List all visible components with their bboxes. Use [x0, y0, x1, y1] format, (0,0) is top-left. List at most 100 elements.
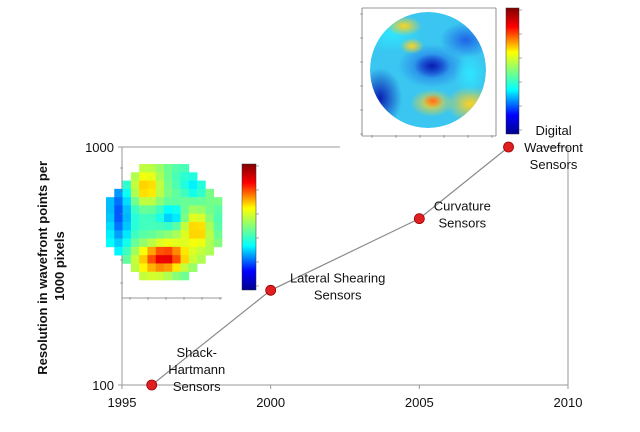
wavefront-pixel [188, 180, 198, 190]
wavefront-pixel [106, 222, 115, 231]
wavefront-pixel [130, 197, 140, 206]
wavefront-pixel [155, 213, 165, 223]
wavefront-pixel [147, 197, 157, 206]
wavefront-pixel [172, 222, 181, 231]
wavefront-pixel [155, 271, 165, 281]
wavefront-pixel [106, 230, 115, 239]
wavefront-pixel [130, 230, 140, 239]
wavefront-pixel [147, 238, 157, 248]
point-annotation: Curvature Sensors [434, 199, 491, 231]
wavefront-pixel [139, 271, 148, 281]
wavefront-pixel [197, 246, 206, 256]
x-tick-label: 2010 [554, 395, 583, 410]
wavefront-pixel [188, 197, 198, 206]
wavefront-pixel [164, 213, 173, 223]
wavefront-pixel [164, 205, 173, 215]
wavefront-pixel [106, 238, 115, 248]
wavefront-pixel [172, 271, 181, 281]
wavefront-pixel [106, 213, 115, 223]
wavefront-pixel [139, 172, 148, 181]
wavefront-pixel [180, 271, 190, 281]
wavefront-pixel [172, 188, 181, 198]
wavefront-pixel [188, 230, 198, 239]
wavefront-pixel [180, 255, 190, 264]
wavefront-pixel [130, 238, 140, 248]
wavefront-pixel [197, 197, 206, 206]
wavefront-pixel [164, 271, 173, 281]
data-point [503, 141, 514, 153]
small-colorbar [241, 163, 257, 291]
wavefront-pixel [114, 238, 123, 248]
wavefront-pixel [139, 205, 148, 215]
wavefront-pixel [188, 188, 198, 198]
wavefront-pixel [114, 205, 123, 215]
low-resolution-wavefront-map [92, 160, 259, 300]
wavefront-pixel [106, 197, 115, 206]
wavefront-pixel [164, 180, 173, 190]
wavefront-pixel [197, 222, 206, 231]
wavefront-pixel [197, 180, 206, 190]
wavefront-pixel [147, 180, 157, 190]
wavefront-pixel [155, 246, 165, 256]
wavefront-pixel [155, 197, 165, 206]
wavefront-pixel [213, 205, 223, 215]
small-wavefront-pixels [106, 164, 223, 281]
wavefront-pixel [164, 172, 173, 181]
point-annotation: Lateral Shearing Sensors [290, 270, 385, 302]
wavefront-pixel [172, 197, 181, 206]
wavefront-pixel [213, 197, 223, 206]
wavefront-pixel [164, 188, 173, 198]
wavefront-pixel [130, 172, 140, 181]
wavefront-pixel [130, 205, 140, 215]
wavefront-pixel [155, 180, 165, 190]
wavefront-pixel [155, 205, 165, 215]
big-inset-ticks [360, 9, 522, 138]
wavefront-pixel [172, 180, 181, 190]
wavefront-pixel [172, 263, 181, 273]
wavefront-pixel [164, 263, 173, 273]
big-colorbar [505, 7, 520, 135]
wavefront-pixel [155, 188, 165, 198]
wavefront-pixel [139, 238, 148, 248]
wavefront-pixel [164, 246, 173, 256]
wavefront-pixel [180, 164, 190, 173]
wavefront-pixel [180, 172, 190, 181]
wavefront-pixel [180, 205, 190, 215]
wavefront-pixel [147, 205, 157, 215]
data-layer: Shack-Hartmann Sensors Lateral Shearing Sen… [146, 123, 583, 394]
wavefront-pixel [164, 255, 173, 264]
wavefront-pixel [180, 263, 190, 273]
wavefront-pixel [130, 255, 140, 264]
wavefront-pixel [180, 197, 190, 206]
wavefront-pixel [147, 263, 157, 273]
wavefront-pixel [155, 238, 165, 248]
wavefront-pixel [147, 188, 157, 198]
wavefront-pixel [188, 255, 198, 264]
wavefront-pixel [139, 255, 148, 264]
point-annotation: Shack-Hartmann Sensors [168, 345, 225, 394]
wavefront-pixel [188, 213, 198, 223]
wavefront-pixel [122, 180, 132, 190]
wavefront-pixel [213, 238, 223, 248]
wavefront-pixel [122, 255, 132, 264]
wavefront-pixel [213, 222, 223, 231]
wavefront-pixel [147, 246, 157, 256]
wavefront-pixel [164, 164, 173, 173]
wavefront-pixel [205, 246, 215, 256]
wavefront-pixel [155, 164, 165, 173]
wavefront-pixel [122, 230, 132, 239]
wavefront-pixel [188, 172, 198, 181]
wavefront-pixel [139, 222, 148, 231]
wavefront-pixel [130, 246, 140, 256]
wavefront-pixel [180, 180, 190, 190]
wavefront-pixel [197, 255, 206, 264]
wavefront-pixel [147, 172, 157, 181]
y-axis-ticks: 100 1000 [85, 140, 122, 393]
wavefront-pixel [188, 222, 198, 231]
wavefront-pixel [122, 246, 132, 256]
high-resolution-wavefront-map [340, 2, 540, 148]
wavefront-pixel [188, 238, 198, 248]
wavefront-pixel [122, 213, 132, 223]
wavefront-pixel [114, 197, 123, 206]
